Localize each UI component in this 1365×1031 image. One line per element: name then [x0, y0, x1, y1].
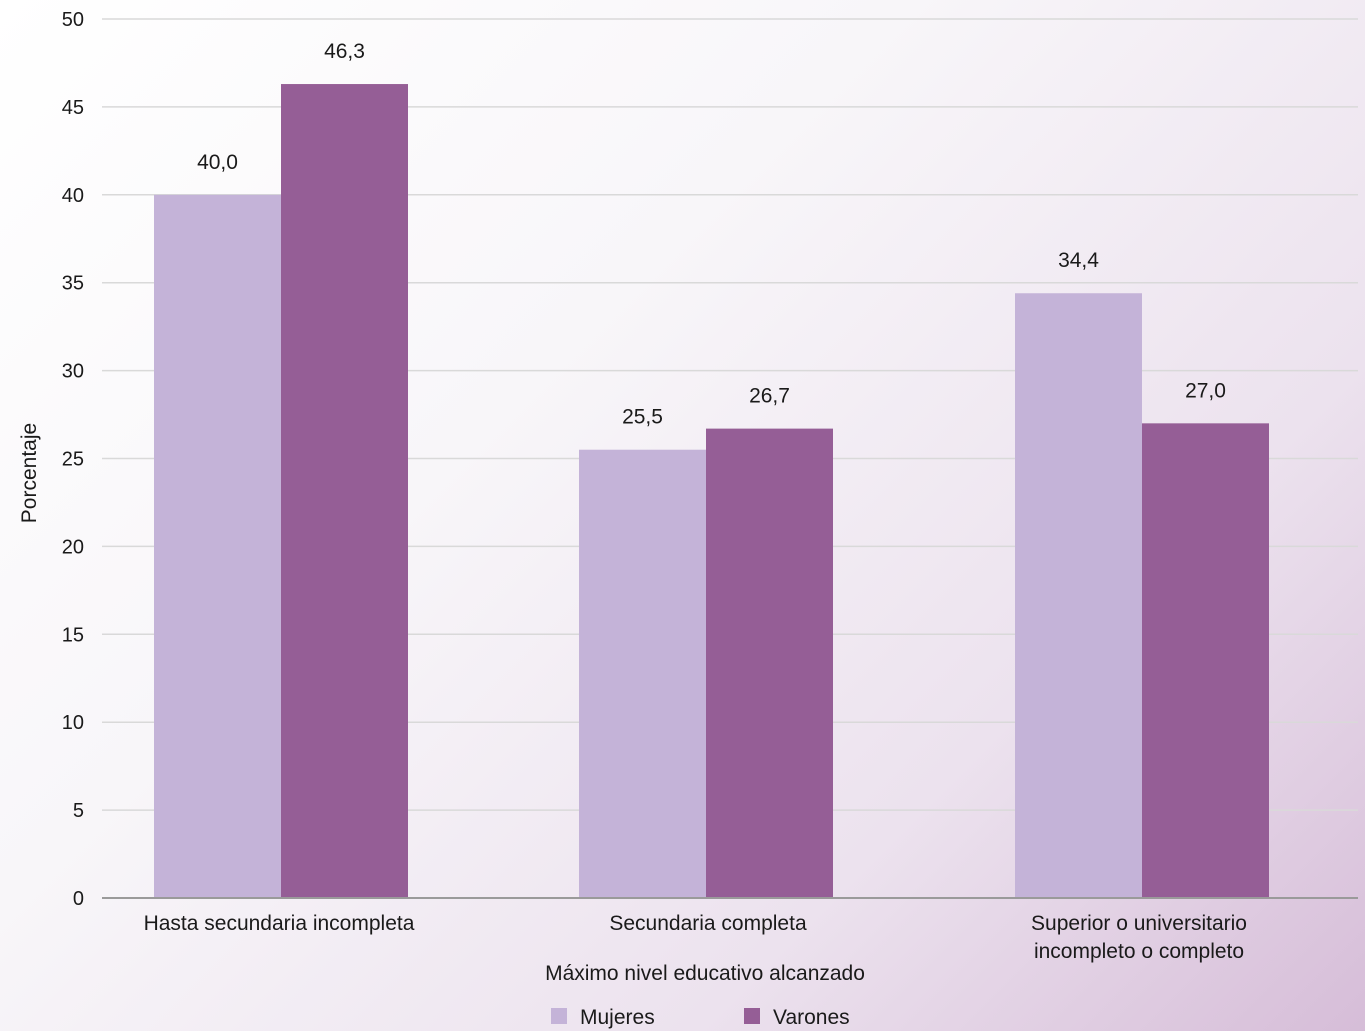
- data-label: 46,3: [324, 40, 365, 63]
- legend-label: Mujeres: [580, 1006, 655, 1029]
- data-labels: 40,0 25,5 34,4 46,3 26,7 27,0: [197, 40, 1226, 429]
- data-label: 40,0: [197, 151, 238, 174]
- x-tick-label: Secundaria completa: [609, 912, 807, 935]
- x-tick-label: Superior o universitario: [1031, 912, 1247, 935]
- bars: [154, 84, 1269, 899]
- x-axis-title: Máximo nivel educativo alcanzado: [545, 962, 865, 985]
- y-tick-label: 10: [62, 712, 84, 734]
- legend-swatch: [551, 1008, 567, 1024]
- y-tick-label: 20: [62, 536, 84, 558]
- data-label: 26,7: [749, 385, 790, 408]
- y-tick-label: 35: [62, 273, 84, 295]
- x-tick-label: Hasta secundaria incompleta: [144, 912, 415, 935]
- bar-mujeres: [579, 449, 706, 898]
- x-tick-label: incompleto o completo: [1034, 940, 1244, 963]
- y-tick-label: 50: [62, 9, 84, 31]
- data-label: 25,5: [622, 406, 663, 429]
- y-tick-label: 25: [62, 449, 84, 471]
- y-tick-label: 15: [62, 624, 84, 646]
- bar-mujeres: [1015, 293, 1142, 898]
- y-tick-label: 45: [62, 97, 84, 119]
- y-tick-label: 30: [62, 361, 84, 383]
- y-tick-label: 0: [73, 888, 84, 910]
- x-axis-tick-labels: Hasta secundaria incompleta Secundaria co…: [144, 912, 1247, 963]
- data-label: 27,0: [1185, 379, 1226, 402]
- bar-varones: [706, 428, 833, 898]
- data-label: 34,4: [1058, 249, 1099, 272]
- y-tick-label: 5: [73, 800, 84, 822]
- legend-label: Varones: [773, 1006, 850, 1029]
- y-axis-title: Porcentaje: [18, 423, 41, 523]
- bar-varones: [1142, 423, 1269, 898]
- y-axis-ticks: 0 5 10 15 20 25 30 35 40 45 50: [62, 9, 84, 910]
- bar-mujeres: [154, 194, 281, 899]
- legend-swatch: [744, 1008, 760, 1024]
- legend: Mujeres Varones: [551, 1006, 850, 1029]
- bar-varones: [281, 84, 408, 898]
- y-tick-label: 40: [62, 185, 84, 207]
